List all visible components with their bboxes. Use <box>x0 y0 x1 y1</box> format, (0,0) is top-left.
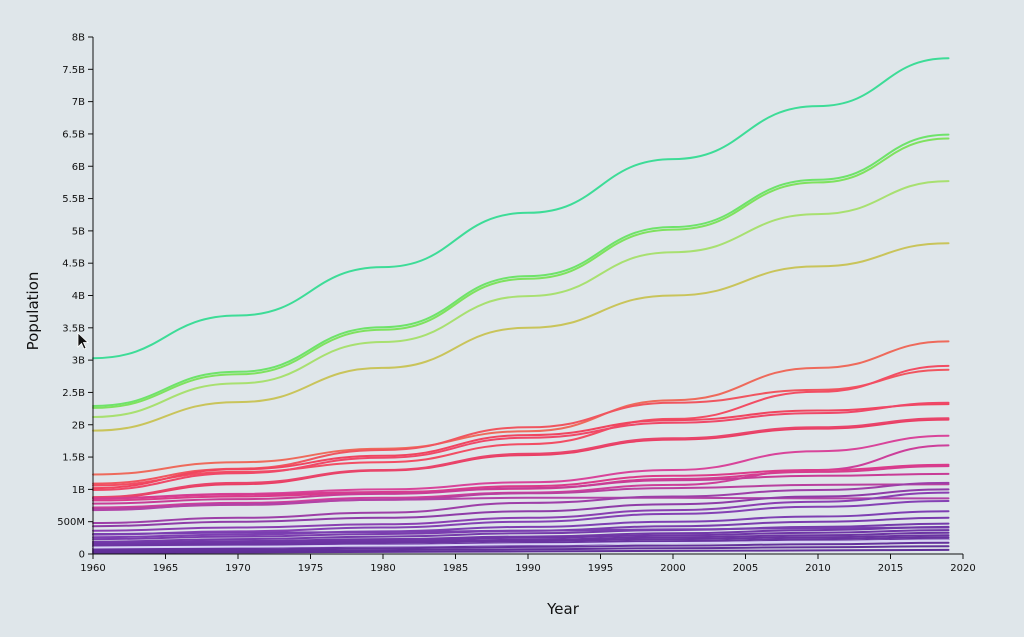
series-line-3 <box>92 137 950 409</box>
x-axis: 1960 1965 1970 1975 1980 1985 1990 1995 2000 2005… <box>80 553 976 574</box>
y-tick-label: 4B <box>72 291 85 302</box>
series-line-26 <box>92 522 950 543</box>
y-tick-label: 7B <box>72 97 85 108</box>
y-axis-title: Population <box>24 272 42 351</box>
y-tick-label: 8B <box>72 33 85 44</box>
series-line-35 <box>92 545 950 553</box>
x-axis-title: Year <box>546 600 580 618</box>
series-layer <box>92 57 950 554</box>
x-tick-label: 1970 <box>225 563 250 574</box>
y-tick-label: 3.5B <box>62 323 85 334</box>
x-tick-label: 1990 <box>515 563 540 574</box>
series-line-2 <box>92 133 950 407</box>
series-line-36 <box>92 548 950 554</box>
series-line-34 <box>92 541 950 552</box>
series-line-10 <box>92 401 950 491</box>
series-line-17 <box>92 472 950 505</box>
series-line-21 <box>92 488 950 528</box>
series-line-23 <box>92 500 950 536</box>
x-tick-label: 2000 <box>660 563 685 574</box>
series-line-28 <box>92 525 950 544</box>
y-tick-label: 0 <box>79 550 85 561</box>
series-line-29 <box>92 529 950 546</box>
x-tick-label: 1995 <box>588 563 613 574</box>
y-tick-label: 6B <box>72 162 85 173</box>
series-line-1 <box>92 57 950 360</box>
series-line-9 <box>92 403 950 490</box>
series-line-12 <box>92 417 950 499</box>
y-tick-label: 1B <box>72 485 85 496</box>
series-line-24 <box>92 510 950 539</box>
series-line-30 <box>92 531 950 547</box>
x-tick-label: 2010 <box>805 563 830 574</box>
series-line-15 <box>92 463 950 502</box>
x-tick-label: 2005 <box>733 563 758 574</box>
x-tick-label: 1965 <box>153 563 178 574</box>
y-tick-label: 4.5B <box>62 259 85 270</box>
series-line-11 <box>92 418 950 499</box>
arrow-cursor-icon <box>77 332 90 350</box>
x-tick-label: 1960 <box>80 563 105 574</box>
series-line-37 <box>92 539 950 549</box>
y-axis: 0 500M 1B 1.5B 2B 2.5B 3B 3.5B 4B 4.5B 5B 5.5B 6B 6.5… <box>57 33 94 561</box>
y-tick-label: 5.5B <box>62 194 85 205</box>
series-line-27 <box>92 526 950 535</box>
series-line-22 <box>92 491 950 532</box>
x-tick-label: 2015 <box>878 563 903 574</box>
y-tick-label: 3B <box>72 356 85 367</box>
y-tick-label: 7.5B <box>62 65 85 76</box>
series-line-5 <box>92 242 950 432</box>
series-line-8 <box>92 364 950 487</box>
series-line-4 <box>92 180 950 418</box>
series-line-31 <box>92 534 950 548</box>
series-line-20 <box>92 481 950 524</box>
x-tick-label: 2020 <box>950 563 975 574</box>
y-tick-label: 5B <box>72 226 85 237</box>
x-tick-label: 1985 <box>443 563 468 574</box>
x-tick-label: 1975 <box>298 563 323 574</box>
y-tick-label: 2.5B <box>62 388 85 399</box>
y-tick-label: 2B <box>72 420 85 431</box>
series-line-6 <box>92 340 950 476</box>
x-tick-label: 1980 <box>370 563 395 574</box>
y-tick-label: 500M <box>57 517 85 528</box>
y-tick-label: 1.5B <box>62 453 85 464</box>
y-tick-label: 6.5B <box>62 129 85 140</box>
series-line-19 <box>92 496 950 512</box>
